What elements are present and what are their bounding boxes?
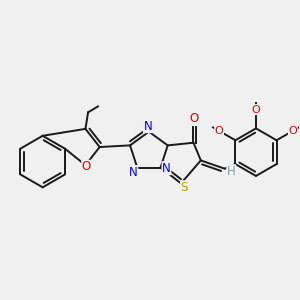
Text: S: S — [181, 181, 188, 194]
Text: O: O — [289, 126, 297, 136]
Text: N: N — [162, 162, 171, 175]
Text: O: O — [252, 105, 260, 115]
Text: N: N — [129, 166, 138, 179]
Text: O: O — [190, 112, 199, 125]
Text: O: O — [82, 160, 91, 173]
Text: O: O — [215, 126, 224, 136]
Text: N: N — [143, 120, 152, 133]
Text: H: H — [227, 165, 236, 178]
